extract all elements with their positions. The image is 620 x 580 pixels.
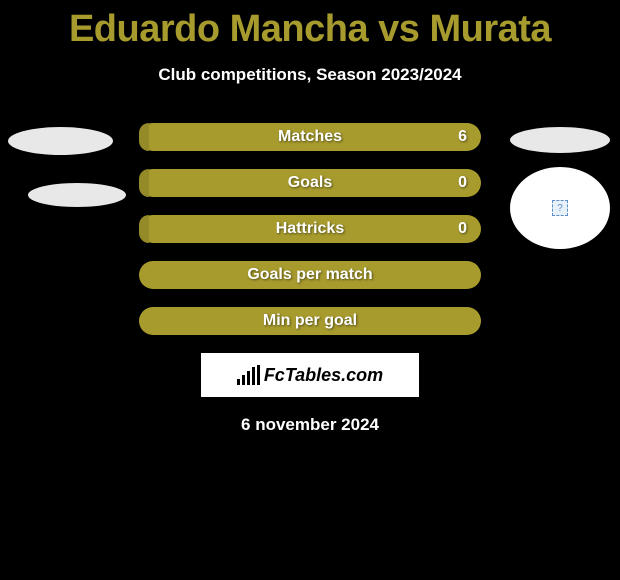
stat-bar-min-per-goal: Min per goal	[139, 307, 481, 335]
stat-bar-matches: Matches 6	[139, 123, 481, 151]
bar-list: Matches 6 Goals 0 Hattricks 0 Goals per …	[139, 123, 481, 335]
fctables-logo: FcTables.com	[201, 353, 419, 397]
ellipse-decoration	[8, 127, 113, 155]
bar-label: Goals per match	[247, 266, 372, 284]
placeholder-icon: ?	[552, 200, 568, 216]
logo-text: FcTables.com	[264, 365, 383, 386]
subtitle: Club competitions, Season 2023/2024	[0, 65, 620, 85]
bar-value: 0	[458, 220, 467, 238]
logo-bars-icon	[237, 365, 260, 385]
stat-bar-goals-per-match: Goals per match	[139, 261, 481, 289]
stat-bar-hattricks: Hattricks 0	[139, 215, 481, 243]
left-decoration	[8, 127, 126, 207]
comparison-chart: ? Matches 6 Goals 0 Hattricks 0 Goals pe…	[0, 123, 620, 335]
stat-bar-goals: Goals 0	[139, 169, 481, 197]
bar-label: Goals	[288, 174, 332, 192]
bar-value: 0	[458, 174, 467, 192]
circle-decoration: ?	[510, 167, 610, 249]
bar-label: Min per goal	[263, 312, 357, 330]
bar-label: Hattricks	[276, 220, 344, 238]
ellipse-decoration	[28, 183, 126, 207]
date-label: 6 november 2024	[0, 415, 620, 435]
bar-value: 6	[458, 128, 467, 146]
bar-label: Matches	[278, 128, 342, 146]
right-decoration: ?	[510, 127, 610, 249]
page-title: Eduardo Mancha vs Murata	[0, 0, 620, 51]
ellipse-decoration	[510, 127, 610, 153]
